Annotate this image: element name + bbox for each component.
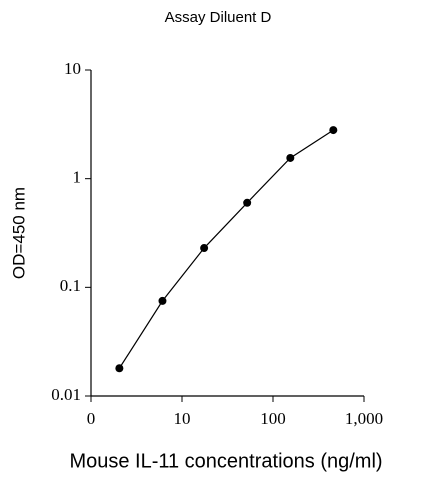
data-point [243, 198, 252, 207]
x-axis-label: Mouse IL-11 concentrations (ng/ml) [69, 450, 382, 472]
x-tick-label: 100 [260, 409, 286, 428]
y-axis-label: OD=450 nm [9, 187, 28, 279]
data-point [115, 364, 124, 373]
x-tick-label: 0 [87, 409, 96, 428]
data-point [329, 126, 338, 135]
data-point [286, 153, 295, 162]
y-tick-label: 0.01 [51, 385, 81, 404]
series-line [118, 129, 334, 369]
y-tick-label: 0.1 [60, 276, 81, 295]
y-tick-label: 10 [64, 59, 81, 78]
data-point [200, 244, 209, 253]
x-tick-label: 10 [174, 409, 191, 428]
data-point [158, 296, 167, 305]
y-tick-label: 1 [73, 168, 82, 187]
x-tick-label: 1,000 [345, 409, 383, 428]
chart-title: Assay Diluent D [165, 9, 272, 26]
